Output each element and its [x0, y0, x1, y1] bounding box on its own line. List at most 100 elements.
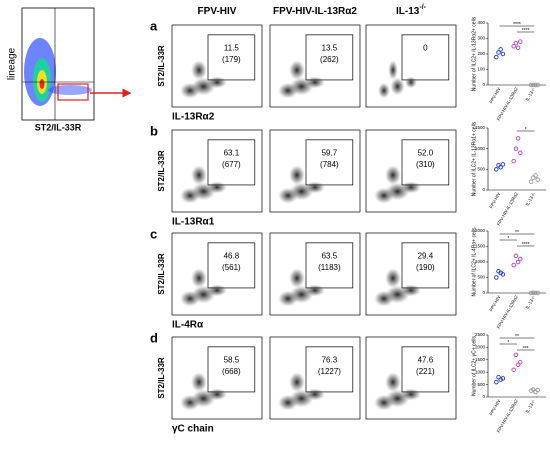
data-point — [496, 162, 501, 168]
gate-count: (784) — [320, 160, 339, 169]
gate — [401, 139, 450, 186]
density — [207, 388, 227, 401]
y-tick-label: 0 — [482, 290, 485, 295]
y-axis-label: ST2/IL-33R — [157, 150, 166, 192]
y-tick-label: 0 — [482, 82, 485, 87]
data-point — [535, 387, 540, 393]
data-point — [513, 146, 519, 151]
y-tick-label: 1500 — [475, 357, 486, 362]
panel-letter: a — [150, 18, 158, 33]
gate — [207, 346, 256, 393]
significance-stars: * — [507, 236, 509, 242]
data-point — [515, 259, 521, 265]
significance-stars: **** — [522, 28, 530, 34]
y-tick-label: 1500 — [475, 244, 486, 249]
y-axis-label: ST2/IL-33R — [157, 253, 166, 295]
gate — [401, 242, 450, 289]
density — [191, 372, 207, 393]
x-axis-label: IL-13Rα1 — [172, 217, 215, 228]
data-point — [494, 275, 499, 280]
density — [289, 60, 305, 81]
data-point — [528, 82, 534, 88]
data-point — [494, 379, 499, 385]
x-axis-label: IL-13Rα2 — [172, 112, 215, 123]
density — [401, 284, 421, 297]
significance-stars: **** — [513, 22, 521, 28]
gate — [305, 242, 354, 289]
gate-count: (561) — [222, 263, 241, 272]
y-tick-label: 1500 — [475, 125, 486, 130]
density — [191, 268, 207, 289]
y-tick-label: 100 — [477, 67, 485, 72]
density — [388, 60, 398, 81]
axis-label: lineage — [7, 47, 18, 80]
y-tick-label: 500 — [477, 167, 485, 172]
gate — [57, 83, 89, 101]
gate-percent: 63.1 — [224, 148, 240, 157]
gate-count: (1227) — [318, 367, 341, 376]
gate-count: (262) — [320, 55, 339, 64]
data-point — [511, 367, 516, 372]
y-tick-label: 0 — [482, 394, 485, 399]
data-point — [494, 167, 499, 172]
data-point — [518, 150, 523, 156]
y-tick-label: 2000 — [475, 345, 486, 350]
gate — [401, 346, 450, 393]
group-label: IL-13-/- — [525, 294, 537, 309]
density — [401, 181, 421, 194]
density — [385, 165, 401, 186]
significance-stars: **** — [522, 242, 530, 248]
column-header: FPV-HIV — [198, 6, 237, 17]
gate-percent: 63.5 — [322, 251, 338, 260]
data-point — [531, 290, 536, 295]
group-label: FPV-HIV — [488, 192, 501, 210]
gate — [305, 34, 354, 81]
data-point — [511, 158, 516, 164]
gate-percent: 52.0 — [418, 148, 434, 157]
gate-percent: 58.5 — [224, 355, 240, 364]
gate-count: (190) — [416, 263, 435, 272]
gate-percent: 29.4 — [418, 251, 434, 260]
density — [191, 165, 207, 186]
density — [385, 372, 401, 393]
data-point — [513, 352, 519, 358]
gate — [305, 139, 354, 186]
group-label: IL-13-/- — [525, 86, 537, 101]
gate-percent: 13.5 — [322, 43, 338, 52]
gate — [305, 346, 354, 393]
y-tick-label: 1000 — [475, 259, 486, 264]
significance-stars: * — [525, 127, 527, 133]
y-tick-label: 200 — [477, 51, 485, 56]
density — [207, 181, 227, 194]
data-point — [496, 50, 501, 55]
density — [401, 388, 421, 401]
gating-plot: lineage ST2/IL-33R — [7, 7, 132, 132]
y-tick-label: 500 — [477, 275, 485, 280]
gate-percent: 46.8 — [224, 251, 240, 260]
dot-y-label: Number of ILC2+ IL-13Rα1+ cells — [471, 121, 477, 196]
data-point — [494, 54, 499, 60]
panel-letter: b — [150, 123, 158, 138]
data-point — [500, 376, 506, 381]
group-label: FPV-HIV — [488, 87, 501, 105]
x-axis-label: IL-4Rα — [172, 320, 204, 331]
data-point — [498, 165, 503, 170]
density — [207, 284, 227, 297]
flow-frame — [269, 336, 361, 420]
data-point — [500, 272, 506, 277]
data-point — [513, 253, 519, 259]
data-point — [535, 82, 540, 88]
data-point — [518, 39, 523, 44]
y-tick-label: 400 — [477, 20, 485, 25]
data-point — [500, 162, 506, 167]
density — [289, 372, 305, 393]
y-tick-label: 1000 — [475, 369, 486, 374]
data-point — [535, 177, 540, 182]
density — [305, 284, 325, 297]
gate-count: (677) — [222, 160, 241, 169]
gate — [401, 34, 450, 81]
data-point — [533, 82, 538, 88]
significance-stars: ** — [515, 230, 519, 236]
gate-percent: 11.5 — [224, 43, 240, 52]
